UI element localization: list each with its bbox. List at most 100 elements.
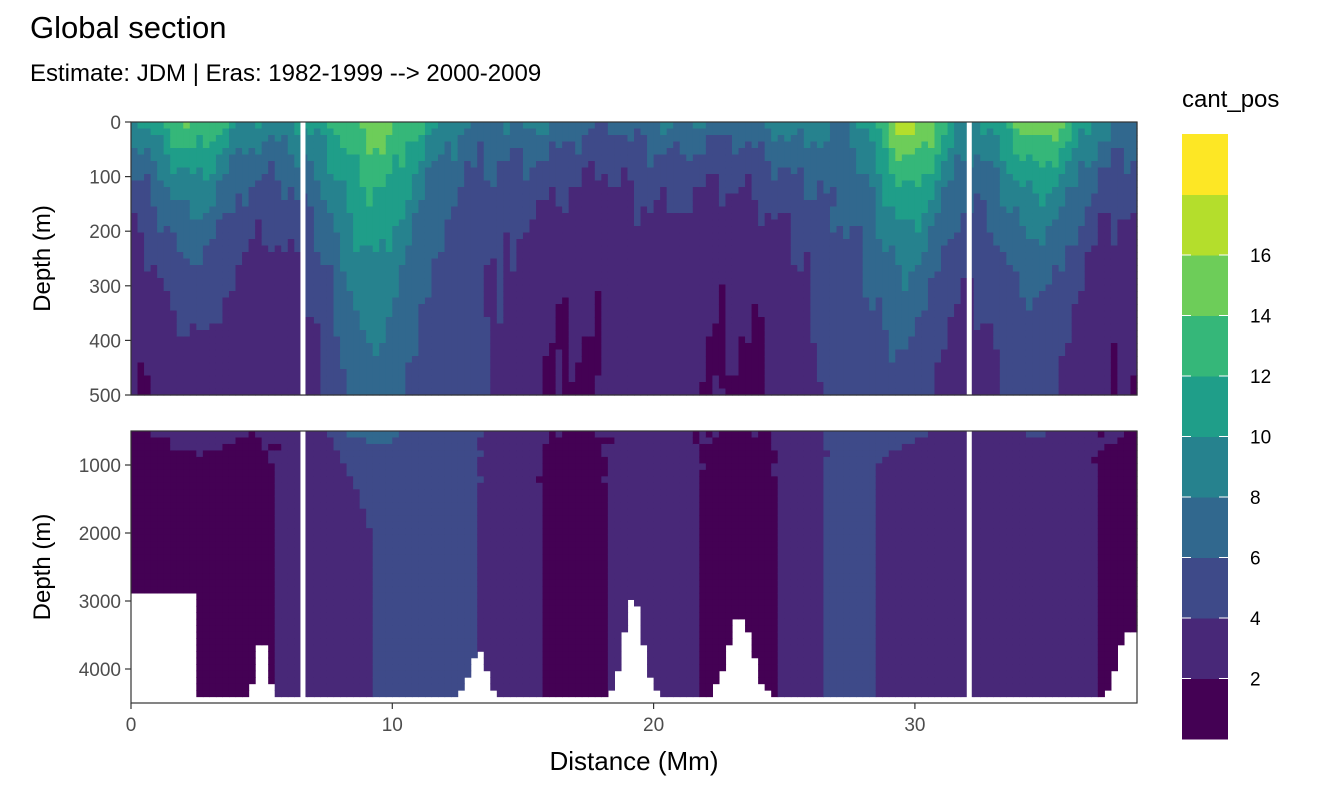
heatmap-cell (673, 278, 681, 286)
heatmap-cell (738, 154, 746, 162)
heatmap-cell (895, 122, 903, 130)
heatmap-cell (620, 141, 629, 149)
heatmap-cell (640, 317, 648, 325)
heatmap-cell (856, 154, 864, 162)
heatmap-cell (209, 122, 217, 130)
heatmap-cell (176, 323, 184, 331)
heatmap-cell (790, 369, 798, 377)
heatmap-cell (503, 193, 511, 201)
heatmap-cell (490, 154, 498, 162)
heatmap-cell (287, 232, 295, 240)
heatmap-cell (431, 356, 439, 364)
heatmap-cell (418, 258, 426, 266)
heatmap-cell (490, 349, 498, 357)
heatmap-cell (189, 200, 197, 208)
heatmap-cell (340, 317, 348, 325)
heatmap-cell (235, 271, 243, 279)
heatmap-cell (176, 317, 184, 325)
heatmap-cell (731, 213, 740, 221)
heatmap-cell (790, 310, 798, 318)
heatmap-cell (679, 154, 687, 162)
heatmap-cell (398, 258, 406, 266)
heatmap-cell (444, 174, 452, 182)
heatmap-cell (803, 356, 811, 364)
heatmap-cell (856, 226, 864, 234)
heatmap-cell (353, 356, 361, 364)
heatmap-cell (496, 213, 504, 221)
heatmap-cell (457, 161, 465, 169)
heatmap-cell (379, 128, 387, 136)
heatmap-cell (516, 154, 524, 162)
heatmap-cell (614, 219, 622, 227)
heatmap-cell (529, 128, 537, 136)
heatmap-cell (594, 291, 602, 299)
heatmap-cell (594, 323, 602, 331)
heatmap-cell (758, 141, 766, 149)
heatmap-cell (176, 226, 184, 234)
heatmap-cell (255, 219, 263, 227)
heatmap-cell (581, 161, 589, 169)
heatmap-cell (222, 135, 230, 143)
heatmap-cell (640, 388, 648, 396)
heatmap-cell (568, 271, 576, 279)
heatmap-cell (549, 375, 557, 383)
heatmap-cell (836, 336, 844, 344)
heatmap-cell (516, 226, 524, 234)
heatmap-cell (372, 304, 380, 312)
heatmap-cell (751, 128, 759, 136)
heatmap-cell (542, 141, 550, 149)
heatmap-cell (588, 213, 596, 221)
heatmap-cell (607, 336, 615, 344)
heatmap-cell (849, 122, 857, 130)
heatmap-cell (503, 174, 511, 182)
heatmap-cell (438, 265, 446, 273)
heatmap-cell (679, 336, 687, 344)
heatmap-cell (490, 304, 498, 312)
heatmap-cell (366, 161, 374, 169)
heatmap-cell (647, 128, 655, 136)
heatmap-cell (477, 135, 485, 143)
heatmap-cell (503, 349, 511, 357)
heatmap-cell (248, 265, 256, 273)
heatmap-cell (222, 291, 230, 299)
heatmap-cell (196, 330, 204, 338)
heatmap-cell (411, 278, 420, 286)
heatmap-cell (228, 232, 237, 240)
heatmap-cell (836, 154, 844, 162)
heatmap-cell (529, 304, 537, 312)
heatmap-cell (170, 252, 178, 260)
heatmap-cell (588, 375, 596, 383)
heatmap-cell (555, 382, 563, 390)
heatmap-cell (562, 252, 570, 260)
heatmap-cell (640, 252, 648, 260)
heatmap-cell (228, 174, 237, 182)
heatmap-cell (536, 180, 544, 188)
heatmap-cell (333, 187, 341, 195)
heatmap-cell (215, 291, 224, 299)
heatmap-cell (137, 148, 145, 156)
heatmap-cell (150, 200, 158, 208)
heatmap-cell (353, 226, 361, 234)
heatmap-cell (366, 330, 374, 338)
heatmap-cell (764, 310, 772, 318)
heatmap-cell (536, 141, 544, 149)
heatmap-cell (614, 167, 622, 175)
heatmap-cell (895, 304, 903, 312)
heatmap-cell (522, 317, 531, 325)
heatmap-cell (823, 232, 831, 240)
heatmap-cell (647, 278, 655, 286)
heatmap-cell (758, 258, 766, 266)
heatmap-cell (751, 297, 759, 305)
heatmap-cell (607, 310, 615, 318)
heatmap-cell (640, 278, 648, 286)
heatmap-cell (516, 284, 524, 292)
heatmap-cell (438, 323, 446, 331)
heatmap-cell (875, 304, 883, 312)
heatmap-cell (836, 330, 844, 338)
heatmap-cell (131, 304, 139, 312)
heatmap-cell (522, 323, 531, 331)
heatmap-cell (157, 167, 165, 175)
heatmap-cell (235, 310, 243, 318)
heatmap-cell (385, 167, 393, 175)
heatmap-cell (562, 135, 570, 143)
